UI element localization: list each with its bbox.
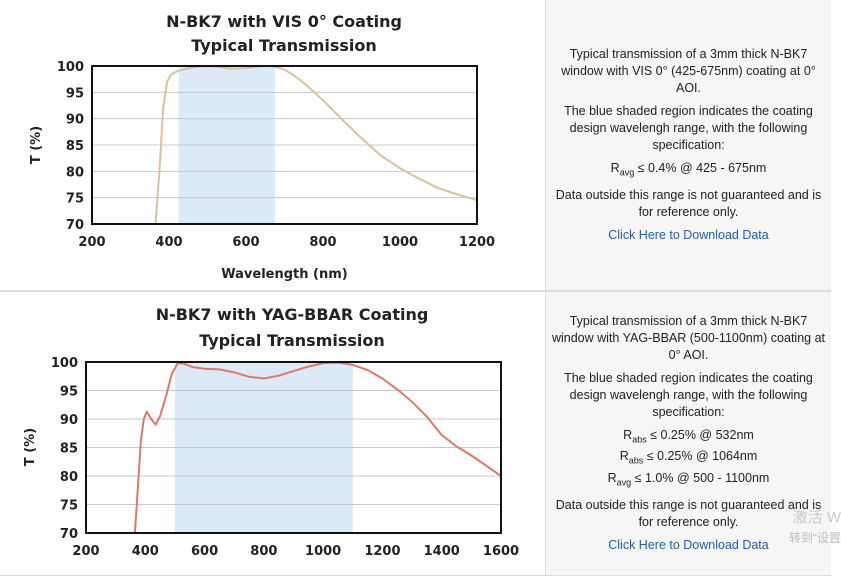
chart-cell-yag: N-BK7 with YAG-BBAR Coating Typical Trans…	[0, 292, 546, 575]
spec-line: Ravg ≤ 0.4% @ 425 - 675nm	[610, 160, 767, 178]
x-tick-label: 1200	[364, 544, 400, 559]
watermark-line: 激活 W	[792, 509, 841, 526]
x-tick-label: 1600	[483, 544, 519, 559]
yag-bbar-transmission-chart: N-BK7 with YAG-BBAR Coating Typical Trans…	[23, 305, 519, 559]
chart-title: N-BK7 with VIS 0° Coating	[166, 12, 402, 31]
plot-frame	[85, 361, 502, 534]
plot-frame	[91, 65, 478, 225]
x-tick-label: 400	[155, 235, 182, 250]
description-yag: Typical transmission of a 3mm thick N-BK…	[546, 292, 831, 575]
x-tick-label: 600	[232, 235, 259, 250]
spec-line: Ravg ≤ 1.0% @ 500 - 1100nm	[607, 470, 770, 488]
disclaimer-text: Data outside this range is not guarantee…	[555, 188, 822, 220]
chart-subtitle: Typical Transmission	[199, 331, 385, 350]
y-tick-label: 85	[60, 442, 78, 457]
x-tick-label: 1200	[459, 235, 495, 250]
transmission-curve	[133, 361, 502, 534]
spec-line: Rabs ≤ 0.25% @ 532nm	[623, 427, 754, 445]
chart-row-vis: N-BK7 with VIS 0° Coating Typical Transmi…	[0, 0, 831, 291]
spec-line: Rabs ≤ 0.25% @ 1064nm	[619, 449, 758, 466]
y-tick-label: 70	[66, 218, 84, 233]
x-tick-label: 1400	[424, 544, 460, 559]
chart-row-yag: N-BK7 with YAG-BBAR Coating Typical Trans…	[0, 291, 831, 576]
watermark-line: 转到“设置	[789, 531, 841, 545]
spec-list: Rabs ≤ 0.25% @ 532nm Rabs ≤ 0.25% @ 1064n…	[608, 427, 770, 492]
transmission-curve	[154, 65, 478, 225]
spec-list: Ravg ≤ 0.4% @ 425 - 675nm	[611, 160, 767, 182]
y-axis-label: T (%)	[29, 126, 44, 164]
x-tick-label: 400	[132, 544, 159, 559]
x-axis-label: Wavelength (nm)	[221, 267, 347, 282]
download-data-link[interactable]: Click Here to Download Data	[608, 228, 769, 243]
vis-transmission-chart: N-BK7 with VIS 0° Coating Typical Transmi…	[29, 12, 495, 282]
y-tick-label: 75	[66, 192, 84, 207]
y-tick-label: 80	[60, 470, 78, 485]
description-text: The blue shaded region indicates the coa…	[564, 370, 813, 419]
download-data-link[interactable]: Click Here to Download Data	[608, 538, 769, 553]
x-tick-label: 1000	[382, 235, 418, 250]
activation-watermark: 激活 W 转到“设置	[779, 508, 841, 548]
y-tick-label: 80	[66, 165, 84, 180]
chart-cell-vis: N-BK7 with VIS 0° Coating Typical Transmi…	[0, 0, 546, 290]
y-tick-label: 100	[51, 356, 78, 371]
x-tick-label: 200	[72, 544, 99, 559]
y-tick-label: 90	[66, 113, 84, 128]
description-vis: Typical transmission of a 3mm thick N-BK…	[546, 0, 831, 290]
chart-title: N-BK7 with YAG-BBAR Coating	[156, 305, 429, 324]
y-tick-label: 95	[66, 86, 84, 101]
description-text: Typical transmission of a 3mm thick N-BK…	[561, 46, 816, 95]
y-axis-label: T (%)	[23, 428, 38, 466]
y-tick-label: 100	[57, 60, 84, 75]
x-tick-label: 800	[250, 544, 277, 559]
description-text: The blue shaded region indicates the coa…	[564, 103, 813, 152]
y-tick-label: 75	[60, 499, 78, 514]
x-tick-label: 600	[191, 544, 218, 559]
y-tick-label: 95	[60, 385, 78, 400]
y-tick-label: 90	[60, 413, 78, 428]
description-text: Typical transmission of a 3mm thick N-BK…	[551, 313, 826, 362]
x-tick-label: 1000	[305, 544, 341, 559]
chart-subtitle: Typical Transmission	[191, 36, 377, 55]
y-tick-label: 85	[66, 139, 84, 154]
x-tick-label: 800	[309, 235, 336, 250]
x-tick-label: 200	[78, 235, 105, 250]
disclaimer-text: Data outside this range is not guarantee…	[555, 498, 822, 530]
y-tick-label: 70	[60, 527, 78, 542]
